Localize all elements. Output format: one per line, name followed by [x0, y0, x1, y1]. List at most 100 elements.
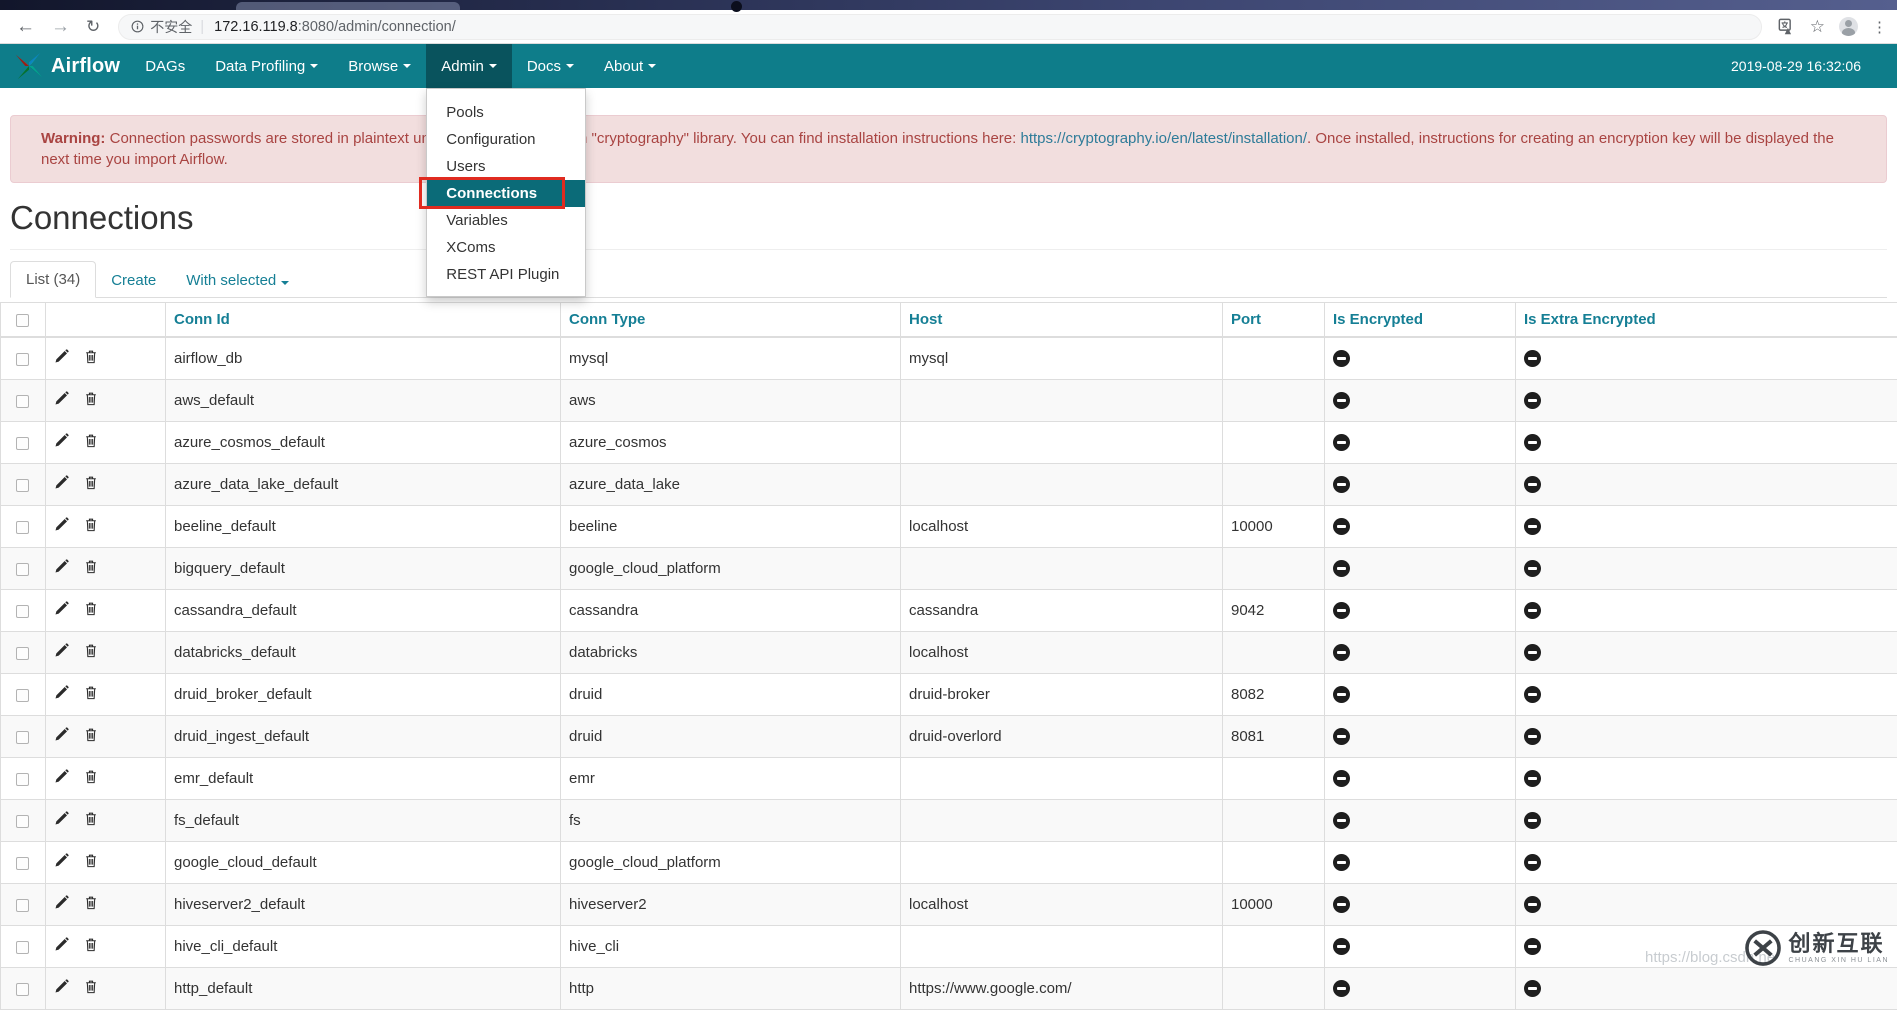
reload-icon[interactable]: ↻: [86, 18, 100, 35]
security-label[interactable]: 不安全: [150, 17, 192, 37]
conn-id-cell: druid_broker_default: [166, 674, 561, 716]
edit-pencil-icon[interactable]: [54, 601, 69, 620]
edit-pencil-icon[interactable]: [54, 937, 69, 956]
back-icon[interactable]: ←: [16, 17, 35, 36]
browser-toolbar: ← → ↻ 不安全 | 172.16.119.8 :8080/admin/con…: [0, 10, 1897, 44]
table-row-cassandra_default: cassandra_default cassandra cassandra 90…: [1, 590, 1897, 632]
delete-trash-icon[interactable]: [84, 937, 98, 956]
delete-trash-icon[interactable]: [84, 601, 98, 620]
delete-trash-icon[interactable]: [84, 769, 98, 788]
translate-icon[interactable]: [1778, 18, 1796, 36]
row-checkbox[interactable]: [16, 563, 29, 576]
watermark-logo-subtext: CHUANG XIN HU LIAN: [1788, 957, 1889, 964]
edit-pencil-icon[interactable]: [54, 853, 69, 872]
edit-pencil-icon[interactable]: [54, 643, 69, 662]
menu-item-configuration[interactable]: Configuration: [427, 126, 585, 153]
row-checkbox[interactable]: [16, 899, 29, 912]
column-header-is-extra-encrypted[interactable]: Is Extra Encrypted: [1516, 303, 1897, 338]
info-icon[interactable]: [131, 20, 144, 33]
port-cell: 8082: [1223, 674, 1325, 716]
row-checkbox[interactable]: [16, 731, 29, 744]
forward-icon[interactable]: →: [51, 17, 70, 36]
delete-trash-icon[interactable]: [84, 853, 98, 872]
airflow-logo-icon: [14, 51, 44, 81]
edit-pencil-icon[interactable]: [54, 979, 69, 998]
delete-trash-icon[interactable]: [84, 979, 98, 998]
delete-trash-icon[interactable]: [84, 391, 98, 410]
menu-item-pools[interactable]: Pools: [427, 99, 585, 126]
edit-pencil-icon[interactable]: [54, 685, 69, 704]
row-checkbox[interactable]: [16, 437, 29, 450]
nav-item-docs[interactable]: Docs: [512, 44, 589, 88]
delete-trash-icon[interactable]: [84, 811, 98, 830]
menu-item-rest-api-plugin[interactable]: REST API Plugin: [427, 261, 585, 288]
minus-sign-icon: [1333, 728, 1350, 745]
airflow-brand[interactable]: Airflow: [14, 51, 120, 81]
tab-create[interactable]: Create: [96, 263, 171, 298]
conn-id-cell: airflow_db: [166, 337, 561, 380]
is-extra-encrypted-cell: [1516, 758, 1897, 800]
row-checkbox[interactable]: [16, 353, 29, 366]
delete-trash-icon[interactable]: [84, 895, 98, 914]
delete-trash-icon[interactable]: [84, 433, 98, 452]
column-header-host[interactable]: Host: [901, 303, 1223, 338]
edit-pencil-icon[interactable]: [54, 769, 69, 788]
edit-pencil-icon[interactable]: [54, 895, 69, 914]
nav-item-browse[interactable]: Browse: [333, 44, 426, 88]
delete-trash-icon[interactable]: [84, 349, 98, 368]
nav-item-dags[interactable]: DAGs: [130, 44, 200, 88]
table-row-http_default: http_default http https://www.google.com…: [1, 968, 1897, 1010]
row-checkbox[interactable]: [16, 605, 29, 618]
column-header-conn-type[interactable]: Conn Type: [561, 303, 901, 338]
menu-item-connections[interactable]: Connections: [427, 180, 585, 207]
row-checkbox[interactable]: [16, 857, 29, 870]
delete-trash-icon[interactable]: [84, 727, 98, 746]
edit-pencil-icon[interactable]: [54, 727, 69, 746]
nav-item-admin[interactable]: Admin: [426, 44, 512, 88]
browser-menu-icon[interactable]: ⋮: [1872, 18, 1887, 36]
tab-with-selected[interactable]: With selected: [171, 263, 304, 298]
row-checkbox[interactable]: [16, 983, 29, 996]
delete-trash-icon[interactable]: [84, 475, 98, 494]
minus-sign-icon: [1333, 980, 1350, 997]
menu-item-users[interactable]: Users: [427, 153, 585, 180]
row-checkbox[interactable]: [16, 479, 29, 492]
profile-avatar-icon[interactable]: [1839, 17, 1858, 36]
row-checkbox[interactable]: [16, 395, 29, 408]
bookmark-star-icon[interactable]: ☆: [1810, 17, 1825, 37]
delete-trash-icon[interactable]: [84, 517, 98, 536]
column-header-conn-id[interactable]: Conn Id: [166, 303, 561, 338]
port-cell: [1223, 842, 1325, 884]
row-checkbox[interactable]: [16, 815, 29, 828]
chevron-down-icon: [403, 64, 411, 68]
edit-pencil-icon[interactable]: [54, 433, 69, 452]
tab-list[interactable]: List (34): [10, 261, 96, 298]
edit-pencil-icon[interactable]: [54, 517, 69, 536]
row-checkbox[interactable]: [16, 941, 29, 954]
url-bar[interactable]: 不安全 | 172.16.119.8 :8080/admin/connectio…: [118, 14, 1762, 40]
select-all-checkbox[interactable]: [16, 314, 29, 327]
row-checkbox[interactable]: [16, 521, 29, 534]
edit-pencil-icon[interactable]: [54, 811, 69, 830]
cryptography-install-link[interactable]: https://cryptography.io/en/latest/instal…: [1020, 130, 1307, 147]
nav-item-about[interactable]: About: [589, 44, 671, 88]
edit-pencil-icon[interactable]: [54, 475, 69, 494]
conn-id-cell: cassandra_default: [166, 590, 561, 632]
menu-item-xcoms[interactable]: XComs: [427, 234, 585, 261]
delete-trash-icon[interactable]: [84, 559, 98, 578]
conn-id-cell: beeline_default: [166, 506, 561, 548]
column-header-port[interactable]: Port: [1223, 303, 1325, 338]
delete-trash-icon[interactable]: [84, 685, 98, 704]
column-header-is-encrypted[interactable]: Is Encrypted: [1325, 303, 1516, 338]
delete-trash-icon[interactable]: [84, 643, 98, 662]
browser-tab[interactable]: [236, 2, 460, 10]
nav-item-data-profiling[interactable]: Data Profiling: [200, 44, 333, 88]
row-checkbox[interactable]: [16, 689, 29, 702]
menu-item-variables[interactable]: Variables: [427, 207, 585, 234]
edit-pencil-icon[interactable]: [54, 559, 69, 578]
minus-sign-icon: [1333, 938, 1350, 955]
edit-pencil-icon[interactable]: [54, 391, 69, 410]
edit-pencil-icon[interactable]: [54, 349, 69, 368]
row-checkbox[interactable]: [16, 773, 29, 786]
row-checkbox[interactable]: [16, 647, 29, 660]
